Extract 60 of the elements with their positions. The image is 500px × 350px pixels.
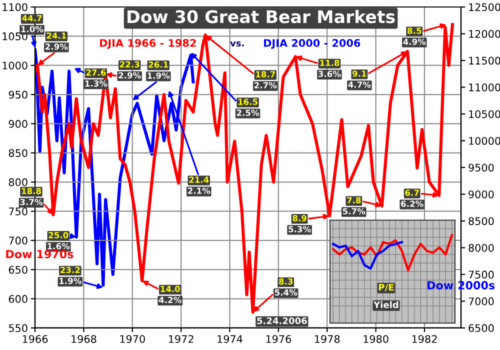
annotation: 14.0 4.2%	[158, 286, 182, 304]
y2-tick-label: 9000	[468, 190, 494, 198]
y-tick-label: 900	[8, 120, 28, 128]
y-tick-label: 750	[9, 207, 28, 216]
annotation: 5.24.2006	[257, 317, 307, 324]
y-tick-label: 600	[8, 295, 28, 303]
y2-tick-label: 8000	[468, 244, 494, 252]
annotation: 23.2 1.9%	[60, 266, 82, 284]
annotation: 25.0 1.6%	[48, 232, 70, 250]
x-tick-label: 1972	[168, 335, 194, 343]
legend-label: DJIA 1966 - 1982	[100, 39, 196, 49]
annotation: 21.4 2.1%	[188, 176, 210, 194]
annotation: 8.9 5.3%	[288, 215, 311, 232]
y-tick-label: 650	[8, 266, 28, 274]
y2-tick-label: 10000	[469, 136, 500, 145]
x-tick-label: 1976	[266, 335, 292, 343]
annotation: Yield	[374, 301, 398, 308]
annotation: 22.3 2.9%	[118, 61, 141, 79]
annotation: 8.3 5.4%	[274, 278, 298, 296]
annotation: 27.6 1.3%	[85, 69, 108, 87]
y2-tick-label: 8500	[468, 217, 494, 226]
x-tick-label: 1968	[72, 335, 96, 343]
y2-tick-label: 10500	[469, 110, 500, 118]
x-tick-label: 1982	[412, 335, 437, 343]
annotation: 18.7 2.7%	[254, 71, 277, 88]
annotation: 7.8 5.7%	[342, 197, 366, 214]
y-tick-label: 950	[8, 90, 28, 99]
annotation: 8.5 4.9%	[403, 28, 426, 45]
y2-tick-label: 12500	[469, 3, 500, 12]
x-tick-label: 1978	[315, 335, 340, 343]
annotation: P/E	[379, 284, 394, 292]
x-tick-label: 1966	[22, 335, 48, 343]
annotation: Dow 1970s	[6, 250, 74, 258]
y2-tick-label: 6500	[468, 324, 494, 332]
y-tick-label: 1100	[2, 3, 28, 12]
annotation: 44.7 1.0%	[21, 15, 44, 32]
y-tick-label: 550	[8, 324, 28, 332]
x-tick-label: 1974	[218, 335, 242, 343]
annotation: 11.8 3.6%	[318, 60, 341, 78]
annotation: vs.	[230, 41, 244, 47]
y-tick-label: 800	[8, 178, 28, 186]
y-tick-label: 700	[9, 236, 28, 245]
annotation: 24.1 2.9%	[46, 32, 68, 50]
y2-tick-label: 7000	[468, 297, 494, 306]
y2-tick-label: 7500	[468, 270, 494, 279]
annotation: 6.7 6.2%	[401, 190, 424, 207]
y2-tick-label: 11000	[469, 83, 500, 92]
x-tick-label: 1970	[120, 335, 145, 343]
y-tick-label: 850	[8, 149, 28, 157]
chart-title: Dow 30 Great Bear Markets	[128, 10, 395, 24]
annotation: 16.5 2.5%	[236, 98, 260, 116]
annotation: 9.1 4.7%	[348, 70, 371, 88]
annotation: 18.8 3.7%	[20, 188, 43, 206]
y2-tick-label: 11500	[469, 56, 500, 65]
text: DJIA 2000 - 2006	[264, 39, 360, 49]
y2-tick-label: 9500	[468, 164, 494, 172]
y-tick-label: 1000	[2, 62, 28, 70]
x-tick-label: 1980	[364, 335, 388, 343]
annotation: 26.1 1.9%	[148, 61, 170, 79]
y2-tick-label: 12000	[469, 30, 500, 38]
